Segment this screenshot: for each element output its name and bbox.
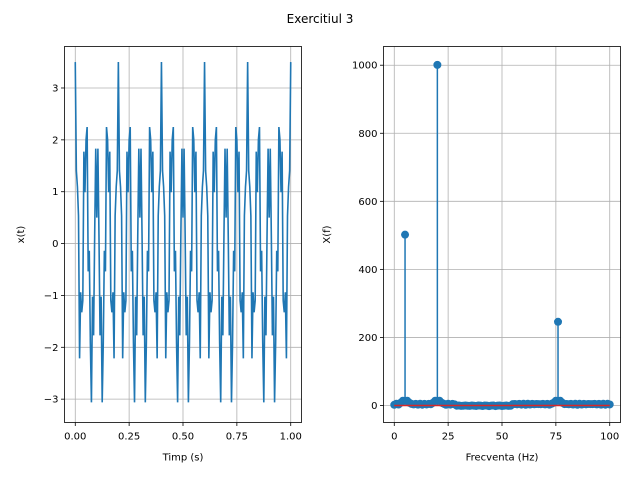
y-tick-label: 600 (358, 197, 377, 208)
axes-frame (383, 46, 621, 423)
figure-title: Exercitiul 3 (287, 12, 354, 26)
x-tick-label: 75 (549, 432, 562, 443)
y-tick-label: 1000 (352, 61, 377, 72)
y-tick-label: 3 (52, 83, 58, 94)
x-tick-label: 1.00 (280, 432, 302, 443)
x-tick-label: 50 (496, 432, 509, 443)
grid (64, 46, 302, 423)
stem-marker (433, 60, 442, 69)
x-tick-label: 0.25 (118, 432, 140, 443)
x-tick-label: 0.75 (226, 432, 248, 443)
y-tick-label: 0 (52, 239, 58, 250)
y-axis-label: X(f) (322, 225, 333, 243)
x-axis-label: Frecventa (Hz) (466, 453, 539, 464)
y-tick-label: −3 (44, 395, 59, 406)
time-domain-plot: 0.00 0.25 0.50 0.75 1.00 −3 −2 −1 0 1 2 3 Timp (s) x(… (16, 46, 302, 464)
y-tick-label: −2 (44, 343, 59, 354)
stem-marker (605, 400, 614, 409)
y-axis-label: x(t) (16, 226, 27, 244)
y-tick-label: 400 (358, 265, 377, 276)
x-axis-label: Timp (s) (162, 453, 204, 464)
stem-marker (554, 317, 563, 326)
y-tick-label: 200 (358, 333, 377, 344)
x-tick-label: 0.50 (172, 432, 194, 443)
y-tick-label: 800 (358, 129, 377, 140)
stem-marker (401, 230, 410, 239)
y-tick-label: 1 (52, 187, 58, 198)
x-tick-label: 100 (600, 432, 619, 443)
x-tick-label: 0.00 (64, 432, 86, 443)
y-tick-label: −1 (44, 291, 59, 302)
axes-frame (64, 46, 302, 423)
x-tick-label: 25 (442, 432, 455, 443)
y-tick-label: 0 (371, 401, 377, 412)
x-tick-label: 0 (391, 432, 397, 443)
signal-line (74, 62, 292, 403)
y-tick-label: 2 (52, 135, 58, 146)
grid (383, 46, 621, 423)
